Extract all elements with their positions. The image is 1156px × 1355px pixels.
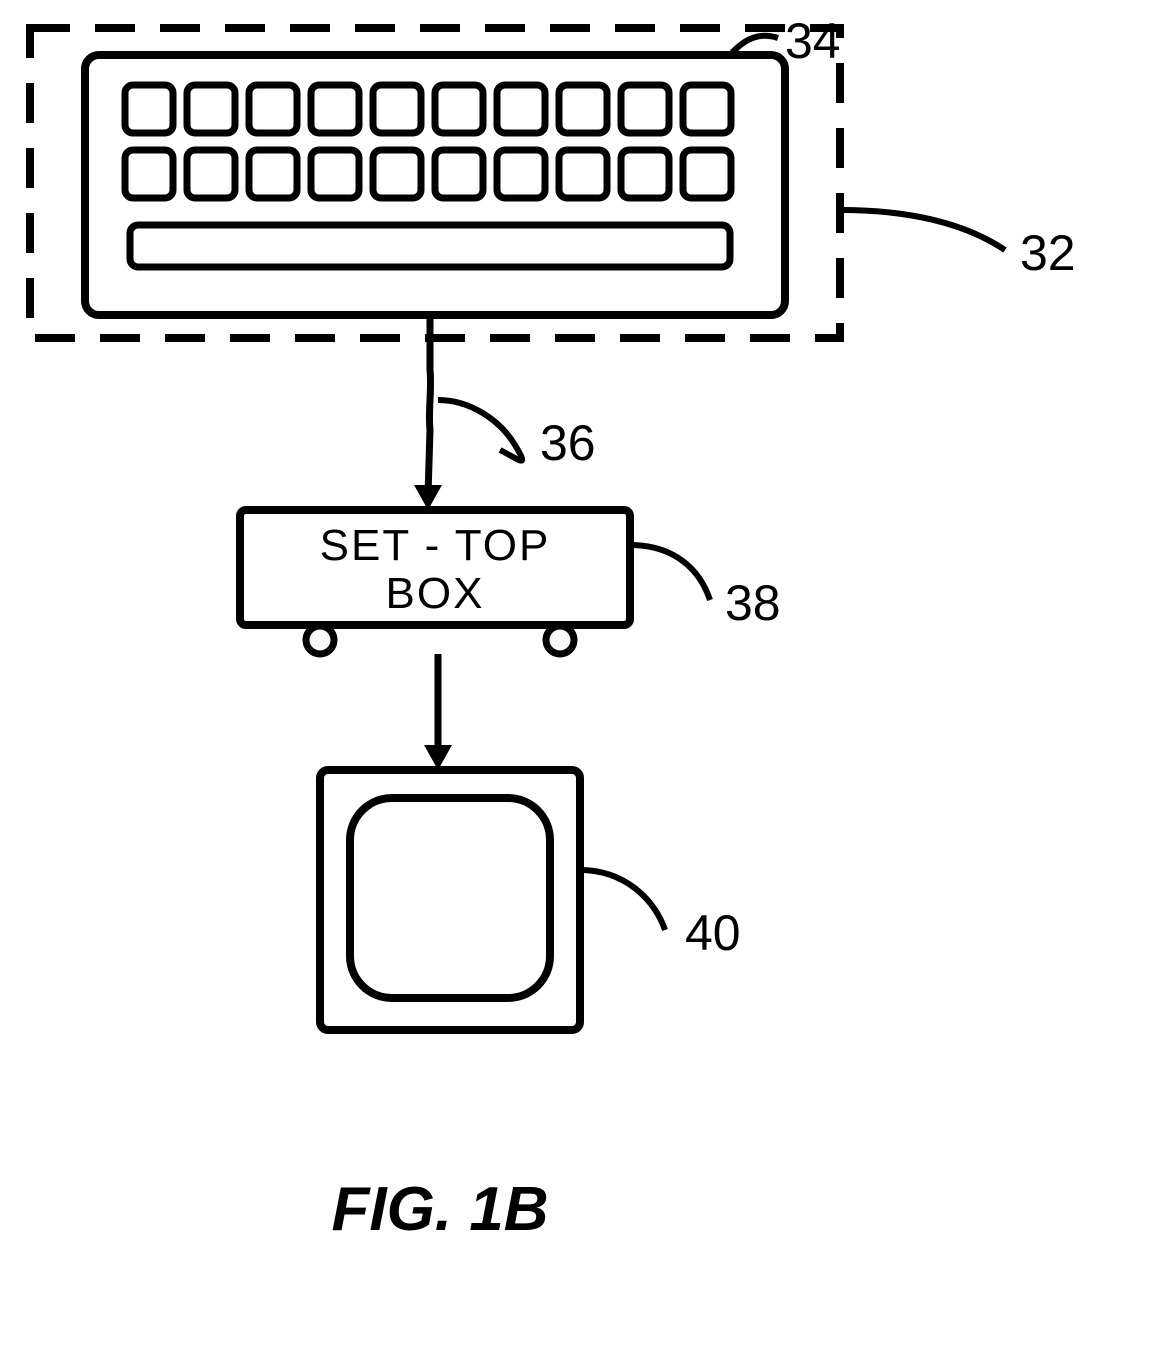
- callout-36: [438, 400, 522, 461]
- settop-label-line2: BOX: [386, 569, 485, 618]
- settop-foot-right: [546, 626, 574, 654]
- figure-label: FIG. 1B: [331, 1175, 548, 1244]
- settop-foot-left: [306, 626, 334, 654]
- callout-38: [630, 545, 710, 600]
- keyboard-keys-row1: [125, 85, 731, 133]
- diagram-svg: 34 32 36 SET - TOP BOX 38 40 FIG. 1B: [0, 0, 1156, 1355]
- keyboard-spacebar: [130, 225, 730, 267]
- callout-40: [580, 870, 665, 930]
- ref-label-36: 36: [540, 415, 596, 471]
- arrow-keyboard-to-settop: [428, 315, 431, 495]
- ref-label-40: 40: [685, 905, 741, 961]
- keyboard-keys-row2: [125, 150, 731, 198]
- ref-label-32: 32: [1020, 225, 1076, 281]
- ref-label-34: 34: [785, 13, 841, 69]
- callout-32: [840, 210, 1005, 250]
- tv-screen: [350, 798, 550, 998]
- settop-label-line1: SET - TOP: [320, 521, 551, 570]
- ref-label-38: 38: [725, 575, 781, 631]
